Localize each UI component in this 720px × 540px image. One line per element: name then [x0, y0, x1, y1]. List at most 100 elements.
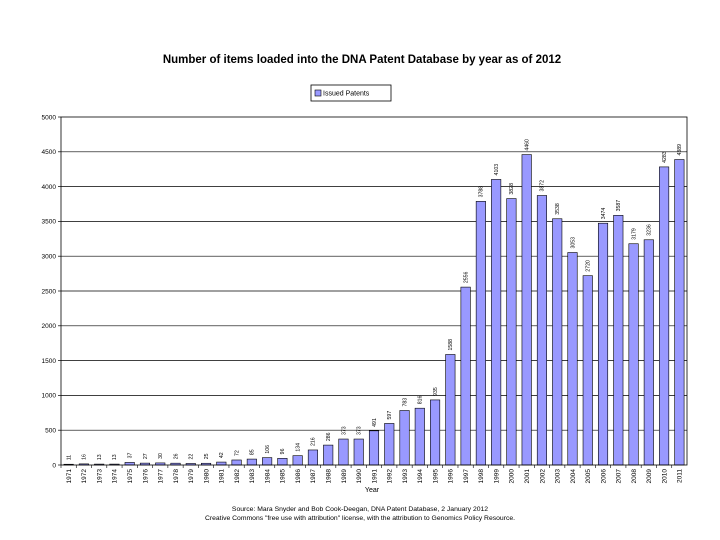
bar-1981: [216, 461, 227, 466]
y-tick-label: 1000: [42, 393, 57, 400]
bar-2009: [643, 239, 654, 466]
value-label-1985: 96: [280, 448, 286, 454]
value-label-2008: 3179: [631, 228, 637, 240]
value-label-2007: 3587: [616, 200, 622, 212]
x-tick-label-1973: 1973: [96, 469, 103, 484]
value-label-1974: 13: [112, 454, 118, 460]
x-tick-label-2007: 2007: [616, 469, 623, 484]
bar-2000: [506, 198, 517, 466]
value-label-2000: 3828: [509, 183, 515, 195]
x-axis-label: Year: [365, 487, 380, 494]
x-tick-label-1981: 1981: [219, 469, 226, 484]
x-tick-label-1995: 1995: [432, 469, 439, 484]
x-tick-label-1978: 1978: [173, 469, 180, 484]
value-label-2004: 3053: [570, 237, 576, 249]
x-tick-label-2003: 2003: [555, 469, 562, 484]
value-label-1987: 216: [311, 437, 317, 446]
x-tick-label-1979: 1979: [188, 469, 195, 484]
x-tick-label-2009: 2009: [646, 469, 653, 484]
value-label-1998: 3788: [479, 186, 485, 198]
y-tick-label: 3500: [42, 219, 57, 226]
x-tick-label-1971: 1971: [66, 469, 73, 484]
x-tick-label-1988: 1988: [325, 469, 332, 484]
value-label-1997: 2556: [463, 271, 469, 283]
value-label-1982: 72: [234, 450, 240, 456]
chart-title: Number of items loaded into the DNA Pate…: [163, 54, 561, 66]
value-label-2005: 2720: [586, 260, 592, 272]
legend: Issued Patents: [310, 84, 392, 102]
bar-2011: [674, 159, 685, 466]
value-label-2002: 3872: [540, 180, 546, 192]
value-label-1999: 4103: [494, 164, 500, 176]
x-tick-label-1975: 1975: [127, 469, 134, 484]
source-line-1: Source: Mara Snyder and Bob Cook-Deegan,…: [232, 506, 488, 513]
value-label-1992: 597: [387, 411, 393, 420]
bar-1998: [475, 201, 486, 466]
value-label-1984: 106: [265, 445, 271, 454]
value-label-1990: 373: [357, 426, 363, 435]
x-tick-label-1993: 1993: [402, 469, 409, 484]
y-tick-label: 2000: [42, 323, 57, 330]
legend-swatch: [314, 89, 322, 97]
y-tick-label: 3000: [42, 254, 57, 261]
bar-1995: [430, 399, 441, 466]
value-label-1978: 26: [173, 453, 179, 459]
x-tick-label-2006: 2006: [600, 469, 607, 484]
value-label-2001: 4460: [524, 139, 530, 151]
x-tick-label-1985: 1985: [280, 469, 287, 484]
y-tick-label: 2500: [42, 288, 57, 295]
bar-2010: [659, 166, 670, 466]
value-label-1976: 27: [143, 453, 149, 459]
grid-lines: [61, 151, 687, 431]
value-label-1986: 134: [295, 443, 301, 452]
bar-1990: [353, 438, 364, 466]
x-tick-label-1998: 1998: [478, 469, 485, 484]
value-labels: 11 16 13 13 37 27 30 26 22 25 42 72 85 106 96 134 216 286…: [66, 139, 683, 460]
value-label-1971: 11: [66, 455, 72, 460]
value-label-1995: 935: [433, 387, 439, 396]
x-tick-label-1999: 1999: [493, 469, 500, 484]
bar-1985: [277, 458, 288, 466]
x-axis-ticks: 1971 1972 1973 1974 1975 1976 1977 1978 1979 1980…: [60, 465, 684, 484]
x-tick-label-1983: 1983: [249, 469, 256, 484]
bar-1994: [414, 407, 425, 466]
bar-2003: [552, 218, 563, 466]
value-label-1996: 1588: [448, 339, 454, 351]
bar-1993: [399, 410, 410, 466]
x-tick-label-2004: 2004: [570, 469, 577, 484]
bar-1987: [307, 449, 318, 466]
value-label-1993: 783: [402, 398, 408, 407]
value-label-1983: 85: [250, 449, 256, 455]
x-tick-label-2008: 2008: [631, 469, 638, 484]
x-tick-label-1997: 1997: [463, 469, 470, 484]
bar-1986: [292, 455, 303, 466]
x-tick-label-2005: 2005: [585, 469, 592, 484]
x-tick-label-1996: 1996: [448, 469, 455, 484]
value-label-2011: 4389: [677, 144, 683, 156]
bar-2001: [521, 154, 532, 466]
value-label-2006: 3474: [601, 208, 607, 220]
bar-1984: [262, 457, 273, 466]
bar-2002: [536, 195, 547, 466]
bar-1991: [368, 430, 380, 466]
value-label-1973: 13: [97, 454, 103, 460]
bar-2007: [613, 215, 624, 466]
bar-2005: [582, 275, 593, 466]
value-label-1980: 25: [204, 453, 210, 459]
value-label-2010: 4283: [662, 151, 668, 163]
source-line-2: Creative Commons "free use with attribut…: [205, 515, 515, 522]
y-tick-label: 5000: [42, 114, 57, 121]
value-label-1977: 30: [158, 453, 164, 459]
bar-1996: [445, 354, 456, 466]
y-tick-label: 500: [45, 428, 56, 435]
bar-1997: [460, 286, 471, 466]
bar-2008: [628, 243, 639, 466]
x-tick-label-1989: 1989: [341, 469, 348, 484]
x-tick-label-1994: 1994: [417, 469, 424, 484]
y-axis-ticks: 0 500 1000 1500 2000 2500 3000 3500 4000 4500 5000: [42, 114, 61, 469]
x-tick-label-1982: 1982: [234, 469, 241, 484]
bar-1988: [323, 444, 334, 466]
bar-2004: [567, 252, 578, 466]
x-tick-label-2010: 2010: [661, 469, 668, 484]
y-tick-label: 1500: [42, 358, 57, 365]
